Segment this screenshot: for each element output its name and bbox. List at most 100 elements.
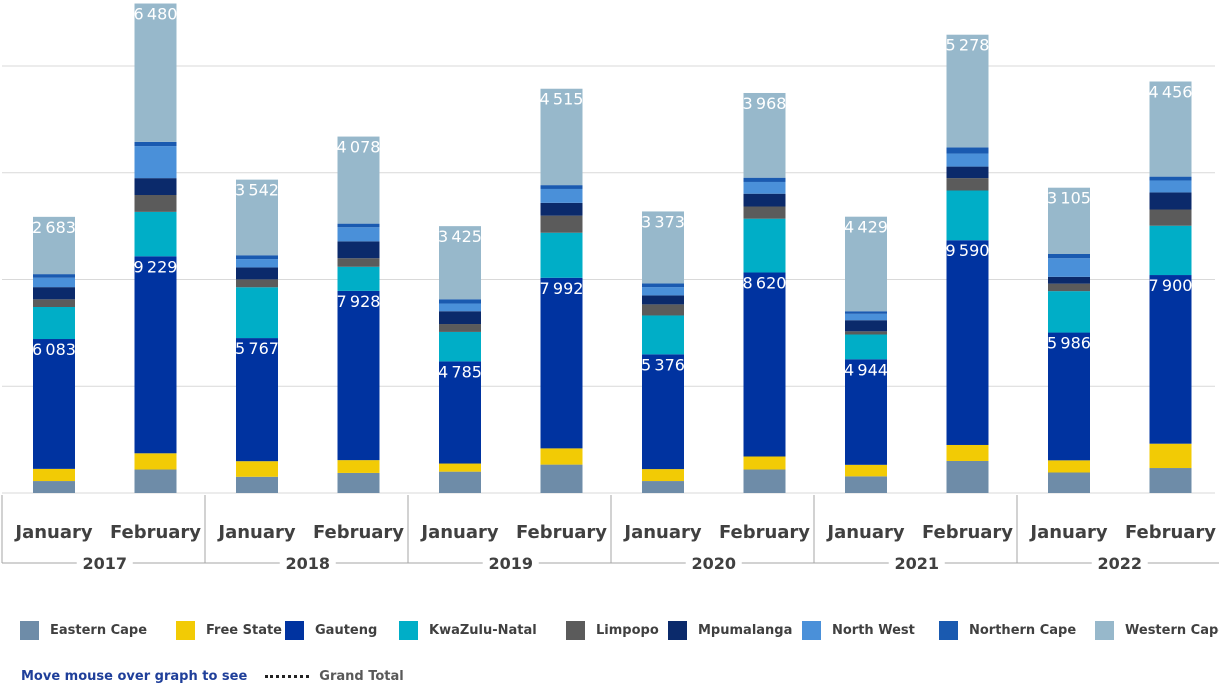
bar-segment-limpopo[interactable] [33,299,75,307]
bar-segment-mpumalanga[interactable] [946,166,989,179]
legend-item-eastern-cape[interactable]: Eastern Cape [20,620,147,640]
bar-segment-eastern-cape[interactable] [236,476,278,493]
bar-segment-free-state[interactable] [439,463,481,472]
bar-segment-northern-cape[interactable] [33,274,75,278]
bar-segment-north-west[interactable] [337,227,380,242]
bar-segment-western-cape[interactable] [337,136,380,224]
bar-segment-kwazulu-natal[interactable] [134,211,177,257]
bar-segment-limpopo[interactable] [1149,209,1192,226]
bar-segment-north-west[interactable] [236,259,278,268]
bar-segment-north-west[interactable] [845,313,887,321]
bar-segment-north-west[interactable] [642,287,684,296]
bar-segment-free-state[interactable] [337,460,380,473]
bar-segment-northern-cape[interactable] [946,147,989,154]
legend-item-gauteng[interactable]: Gauteng [285,620,377,640]
bar-segment-north-west[interactable] [743,181,786,194]
bar-segment-north-west[interactable] [1048,258,1090,277]
bar-segment-north-west[interactable] [1149,180,1192,193]
bar-segment-western-cape[interactable] [743,92,786,178]
bar-segment-gauteng[interactable] [1149,275,1192,444]
bar-segment-eastern-cape[interactable] [337,472,380,493]
bar-segment-limpopo[interactable] [337,258,380,267]
bar-segment-western-cape[interactable] [236,179,278,256]
bar-segment-northern-cape[interactable] [1149,176,1192,181]
bar-segment-gauteng[interactable] [743,272,786,457]
bar-segment-eastern-cape[interactable] [743,469,786,493]
bar-segment-kwazulu-natal[interactable] [642,315,684,355]
bar-segment-free-state[interactable] [33,468,75,482]
bar-segment-kwazulu-natal[interactable] [1048,291,1090,333]
bar-segment-western-cape[interactable] [540,88,583,186]
bar-segment-limpopo[interactable] [134,195,177,212]
bar-segment-northern-cape[interactable] [642,283,684,288]
bar-segment-eastern-cape[interactable] [134,469,177,493]
bar-segment-gauteng[interactable] [946,240,989,445]
bar-segment-eastern-cape[interactable] [946,460,989,493]
bar-segment-western-cape[interactable] [845,216,887,312]
legend-item-western-cape[interactable]: Western Cape [1095,620,1219,640]
bar-segment-north-west[interactable] [134,146,177,179]
bar-segment-free-state[interactable] [540,448,583,465]
bar-segment-free-state[interactable] [743,456,786,470]
bar-segment-mpumalanga[interactable] [439,311,481,325]
bar-segment-kwazulu-natal[interactable] [337,266,380,291]
bar-segment-western-cape[interactable] [642,211,684,284]
bar-segment-mpumalanga[interactable] [134,178,177,196]
bar-segment-eastern-cape[interactable] [642,481,684,493]
legend-item-north-west[interactable]: North West [802,620,915,640]
bar-segment-mpumalanga[interactable] [33,287,75,300]
bar-segment-western-cape[interactable] [439,226,481,300]
bar-segment-mpumalanga[interactable] [236,267,278,280]
bar-segment-gauteng[interactable] [134,256,177,454]
bar-segment-free-state[interactable] [845,464,887,477]
bar-segment-eastern-cape[interactable] [439,471,481,493]
bar-segment-free-state[interactable] [946,444,989,461]
legend-item-kwazulu-natal[interactable]: KwaZulu-Natal [399,620,537,640]
bar-segment-mpumalanga[interactable] [540,202,583,216]
bar-segment-kwazulu-natal[interactable] [540,232,583,278]
bar-segment-free-state[interactable] [236,461,278,477]
bar-segment-kwazulu-natal[interactable] [743,218,786,273]
bar-segment-gauteng[interactable] [439,361,481,464]
bar-segment-kwazulu-natal[interactable] [439,331,481,362]
legend-item-mpumalanga[interactable]: Mpumalanga [668,620,792,640]
bar-segment-north-west[interactable] [33,277,75,288]
bars[interactable] [33,3,1192,493]
bar-segment-north-west[interactable] [439,303,481,312]
bar-segment-gauteng[interactable] [540,277,583,449]
legend-item-northern-cape[interactable]: Northern Cape [939,620,1076,640]
bar-segment-northern-cape[interactable] [743,177,786,182]
bar-segment-mpumalanga[interactable] [743,193,786,207]
bar-segment-western-cape[interactable] [134,3,177,142]
bar-segment-north-west[interactable] [540,188,583,203]
legend-item-free-state[interactable]: Free State [176,620,282,640]
bar-segment-mpumalanga[interactable] [1048,276,1090,284]
bar-segment-eastern-cape[interactable] [33,481,75,493]
bar-segment-limpopo[interactable] [642,304,684,316]
bar-segment-limpopo[interactable] [946,178,989,191]
legend-item-limpopo[interactable]: Limpopo [566,620,659,640]
bar-segment-gauteng[interactable] [1048,332,1090,461]
bar-segment-northern-cape[interactable] [439,299,481,304]
bar-segment-mpumalanga[interactable] [642,295,684,305]
bar-segment-northern-cape[interactable] [134,141,177,147]
bar-segment-mpumalanga[interactable] [337,241,380,259]
bar-segment-gauteng[interactable] [236,338,278,462]
bar-segment-limpopo[interactable] [845,331,887,335]
bar-segment-gauteng[interactable] [33,339,75,469]
bar-segment-gauteng[interactable] [337,290,380,461]
bar-segment-kwazulu-natal[interactable] [1149,225,1192,276]
bar-segment-kwazulu-natal[interactable] [236,287,278,339]
bar-segment-free-state[interactable] [1149,443,1192,469]
bar-segment-gauteng[interactable] [845,359,887,465]
bar-segment-eastern-cape[interactable] [1048,472,1090,493]
bar-segment-gauteng[interactable] [642,354,684,470]
grand-total-label[interactable]: Grand Total [319,668,404,684]
bar-segment-northern-cape[interactable] [236,255,278,260]
bar-segment-limpopo[interactable] [540,215,583,233]
bar-segment-free-state[interactable] [642,469,684,482]
bar-segment-eastern-cape[interactable] [845,476,887,493]
bar-segment-limpopo[interactable] [1048,283,1090,292]
bar-segment-western-cape[interactable] [33,216,75,275]
bar-segment-kwazulu-natal[interactable] [33,306,75,340]
